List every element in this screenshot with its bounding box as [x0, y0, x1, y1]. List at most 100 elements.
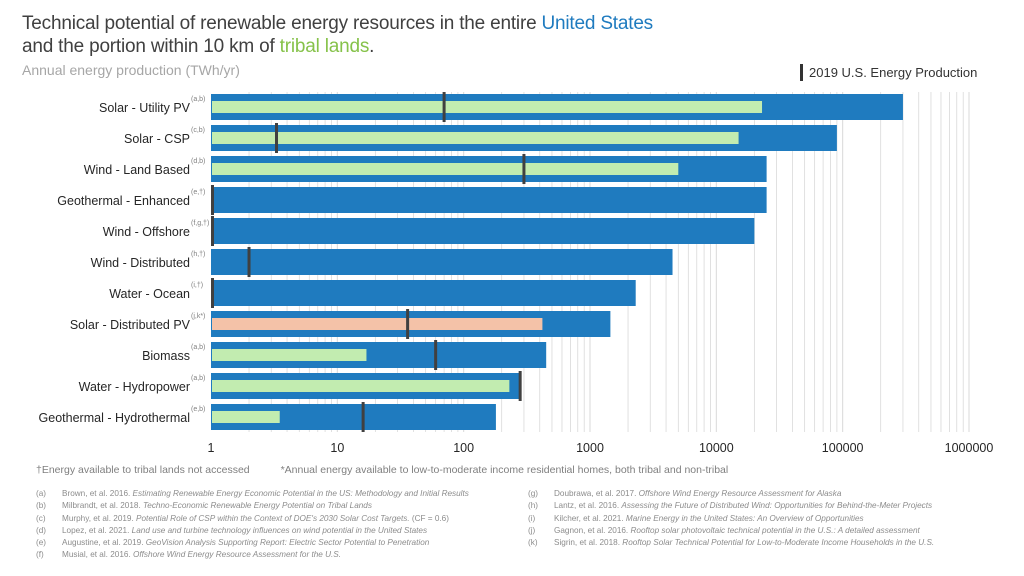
production-marker: [247, 247, 251, 277]
production-marker: [211, 216, 214, 246]
reference-item: (c) Murphy, et al. 2019. Potential Role o…: [36, 513, 469, 525]
category-superscript: (h,†): [191, 251, 205, 258]
title-period: .: [369, 36, 375, 57]
footnote-dagger: †Energy available to tribal lands not ac…: [36, 464, 250, 476]
category-label: Solar - Utility PV: [99, 101, 191, 115]
reference-title: Offshore Wind Energy Resource Assessment…: [133, 550, 342, 560]
reference-tag: (g): [528, 489, 539, 498]
category-superscript: (e,b): [191, 406, 205, 413]
reference-title: Land use and turbine technology influenc…: [131, 525, 428, 535]
reference-author: Musial, et al. 2016.: [62, 550, 133, 560]
production-marker: [434, 340, 438, 370]
production-marker: [275, 123, 279, 153]
chart-title: Technical potential of renewable energy …: [22, 12, 653, 58]
tribal-bar: [212, 380, 510, 392]
footnotes: †Energy available to tribal lands not ac…: [36, 464, 756, 476]
category-label: Wind - Distributed: [91, 256, 190, 270]
reference-tag: (i): [528, 513, 536, 523]
reference-tag: (h): [528, 501, 539, 511]
reference-item: (h) Lantz, et al. 2016. Assessing the Fut…: [528, 500, 934, 512]
production-marker: [522, 154, 526, 184]
x-tick-label: 10: [330, 441, 344, 455]
reference-title: Rooftop solar photovoltaic technical pot…: [630, 525, 920, 535]
x-tick-label: 1000000: [945, 441, 994, 455]
x-tick-label: 1000: [576, 441, 604, 455]
category-superscript: (c,b): [191, 127, 205, 134]
category-label: Geothermal - Enhanced: [57, 194, 190, 208]
x-tick-label: 1: [208, 441, 215, 455]
category-superscript: (d,b): [191, 158, 205, 165]
reference-item: (e) Augustine, et al. 2019. GeoVision Ana…: [36, 537, 469, 549]
us-bar: [211, 280, 636, 306]
reference-tag: (e): [36, 538, 47, 548]
legend: 2019 U.S. Energy Production: [800, 64, 977, 81]
tribal-bar: [212, 318, 543, 330]
x-tick-label: 10000: [699, 441, 734, 455]
category-label: Solar - Distributed PV: [70, 318, 191, 332]
reference-item: (d) Lopez, et al. 2021. Land use and turb…: [36, 525, 469, 537]
references-left: (a) Brown, et al. 2016. Estimating Renewa…: [36, 488, 469, 562]
title-united-states: United States: [541, 13, 654, 34]
production-marker: [442, 92, 446, 122]
tribal-bar: [212, 163, 679, 175]
reference-author: Brown, et al. 2016.: [62, 489, 133, 498]
category-label: Solar - CSP: [124, 132, 190, 146]
tribal-bar: [212, 411, 280, 423]
x-tick-label: 100000: [822, 441, 864, 455]
reference-title: Rooftop Solar Technical Potential for Lo…: [622, 538, 935, 548]
reference-title: Marine Energy in the United States: An O…: [625, 513, 864, 523]
category-label: Geothermal - Hydrothermal: [39, 411, 190, 425]
category-superscript: (a,b): [191, 344, 205, 351]
reference-author: Augustine, et al. 2019.: [62, 538, 146, 548]
category-superscript: (a,b): [191, 96, 205, 103]
category-label: Wind - Land Based: [84, 163, 190, 177]
reference-tag: (a): [36, 489, 47, 498]
reference-tag: (j): [528, 525, 536, 535]
title-line2-text: and the portion within 10 km of: [22, 36, 280, 57]
reference-title: Assessing the Future of Distributed Wind…: [621, 501, 933, 511]
category-label: Biomass: [142, 349, 190, 363]
reference-tag: (c): [36, 513, 46, 523]
legend-label: 2019 U.S. Energy Production: [809, 65, 978, 80]
reference-item: (i) Kilcher, et al. 2021. Marine Energy i…: [528, 513, 934, 525]
reference-author: Lopez, et al. 2021.: [62, 525, 132, 535]
production-marker: [211, 185, 214, 215]
bar-chart: 1 10 100 1000 10000 100000 1000000 Solar - Util…: [39, 92, 994, 455]
category-superscript: (e,†): [191, 189, 205, 196]
reference-author: Sigrin, et al. 2018.: [554, 538, 623, 548]
category-label: Water - Ocean: [109, 287, 190, 301]
x-tick-label: 100: [453, 441, 474, 455]
reference-title: GeoVision Analysis Supporting Report: El…: [145, 538, 430, 548]
reference-tag: (b): [36, 501, 47, 511]
reference-author: Kilcher, et al. 2021.: [554, 513, 626, 523]
reference-item: (j) Gagnon, et al. 2016. Rooftop solar ph…: [528, 525, 934, 537]
reference-item: (g) Doubrawa, et al. 2017. Offshore Wind …: [528, 488, 934, 500]
tribal-bar: [212, 132, 739, 144]
reference-title: Estimating Renewable Energy Economic Pot…: [132, 489, 469, 498]
us-bar: [211, 249, 673, 275]
reference-title: Potential Role of CSP within the Context…: [136, 513, 410, 523]
reference-item: (k) Sigrin, et al. 2018. Rooftop Solar Te…: [528, 537, 934, 549]
reference-author: Doubrawa, et al. 2017.: [554, 489, 639, 498]
reference-item: (b) Milbrandt, et al. 2018. Techno-Econom…: [36, 500, 469, 512]
reference-author: Murphy, et al. 2019.: [62, 513, 137, 523]
tribal-bar: [212, 349, 367, 361]
reference-note: (CF = 0.6): [409, 513, 449, 523]
footnote-star: *Annual energy available to low-to-moder…: [280, 464, 729, 476]
category-label: Wind - Offshore: [103, 225, 190, 239]
reference-title: Techno-Economic Renewable Energy Potenti…: [143, 501, 372, 511]
reference-author: Milbrandt, et al. 2018.: [62, 501, 144, 511]
reference-tag: (k): [528, 538, 538, 548]
reference-author: Lantz, et al. 2016.: [554, 501, 622, 511]
category-superscript: (j,k*): [191, 313, 205, 320]
reference-item: (a) Brown, et al. 2016. Estimating Renewa…: [36, 488, 469, 500]
chart-subtitle: Annual energy production (TWh/yr): [22, 62, 240, 78]
legend-marker-icon: [800, 64, 803, 81]
category-superscript: (a,b): [191, 375, 205, 382]
us-bar: [211, 187, 767, 213]
production-marker: [518, 371, 522, 401]
production-marker: [361, 402, 365, 432]
reference-author: Gagnon, et al. 2016.: [554, 525, 631, 535]
category-superscript: (i,†): [191, 282, 203, 289]
title-line1-text: Technical potential of renewable energy …: [22, 13, 542, 34]
